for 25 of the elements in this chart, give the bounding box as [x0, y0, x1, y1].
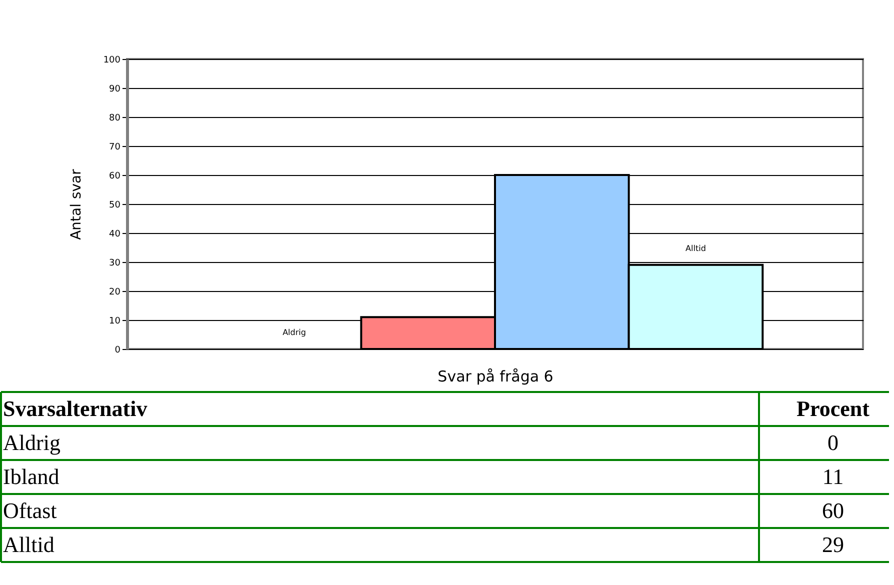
x-axis-title: Svar på fråga 6	[438, 368, 554, 386]
annotation: Aldrig	[282, 328, 306, 337]
data-label: 0	[828, 430, 838, 455]
data-label: 11	[822, 464, 844, 489]
category-label: Ibland	[3, 464, 60, 489]
data-label: 60	[822, 498, 844, 523]
text: Svarsalternativ	[3, 396, 148, 421]
y-tick-label: 80	[109, 114, 121, 124]
y-axis-title: Antal svar	[68, 168, 84, 240]
y-tick-label: 90	[109, 84, 121, 94]
category-label: Alltid	[3, 532, 54, 557]
text: Procent	[796, 396, 870, 421]
y-tick-label: 20	[109, 288, 121, 298]
y-tick-label: 100	[103, 56, 121, 66]
y-tick-label: 50	[109, 200, 121, 210]
y-tick-label: 70	[109, 142, 121, 152]
y-tick-label: 0	[114, 346, 121, 356]
y-tick-label: 60	[109, 172, 121, 182]
y-tick-label: 10	[109, 316, 121, 326]
y-tick-label: 40	[109, 230, 121, 240]
data-label: 29	[822, 532, 844, 557]
data-label: Alltid	[686, 244, 706, 253]
category-label: Oftast	[3, 498, 57, 523]
category-label: Aldrig	[3, 430, 60, 455]
y-tick-label: 30	[109, 258, 121, 268]
